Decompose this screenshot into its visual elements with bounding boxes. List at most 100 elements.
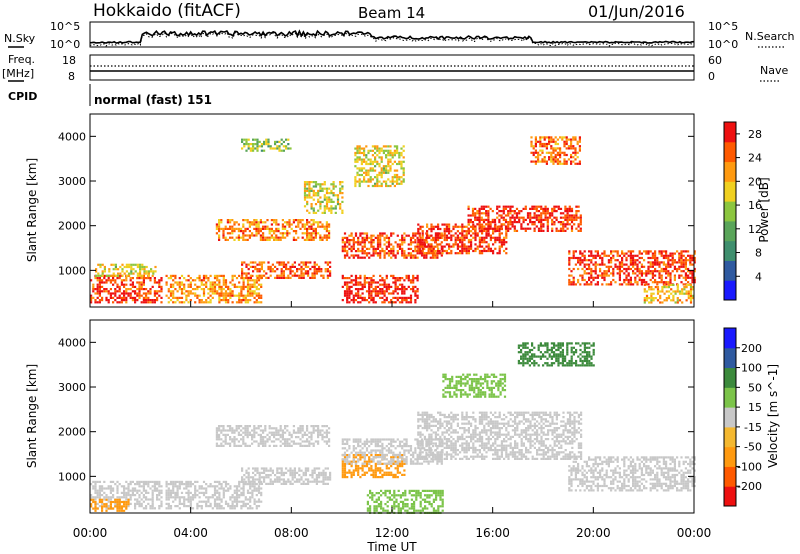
data-cell xyxy=(169,489,173,492)
data-cell xyxy=(328,207,331,210)
data-cell xyxy=(368,467,371,470)
n-sky-label: N.Sky xyxy=(4,32,36,45)
data-cell xyxy=(103,491,106,494)
data-cell xyxy=(254,474,257,477)
data-cell xyxy=(326,482,329,485)
data-cell xyxy=(307,480,310,483)
data-cell xyxy=(216,507,219,510)
data-cell xyxy=(275,223,278,226)
data-cell xyxy=(156,483,159,486)
data-cell xyxy=(348,288,351,291)
data-cell xyxy=(498,232,501,235)
data-cell xyxy=(467,229,470,232)
data-cell xyxy=(487,212,490,215)
data-cell xyxy=(426,234,429,237)
data-cell xyxy=(365,234,369,237)
data-cell xyxy=(400,165,403,168)
data-cell xyxy=(180,292,184,295)
data-cell xyxy=(350,285,353,288)
data-cell xyxy=(592,256,595,260)
data-cell xyxy=(361,469,364,472)
data-cell xyxy=(244,502,247,505)
data-cell xyxy=(461,238,464,242)
data-cell xyxy=(357,247,360,250)
data-cell xyxy=(96,507,99,510)
n-search-tick-bottom: 10^0 xyxy=(708,38,738,51)
data-cell xyxy=(500,232,503,235)
data-cell xyxy=(371,154,374,157)
data-cell xyxy=(310,238,313,241)
data-cell xyxy=(629,283,632,286)
data-cell xyxy=(693,261,696,264)
power-colorbar-label: Power [dB] xyxy=(757,177,771,242)
data-cell xyxy=(581,259,584,262)
data-cell xyxy=(492,252,495,255)
data-cell xyxy=(167,507,170,510)
data-cell xyxy=(156,487,159,490)
data-cell xyxy=(363,160,366,163)
data-cell xyxy=(577,210,580,213)
data-cell xyxy=(377,505,380,508)
data-cell xyxy=(238,281,241,284)
data-cell xyxy=(509,221,512,224)
data-cell xyxy=(601,256,604,260)
data-cell xyxy=(548,158,551,161)
data-cell xyxy=(258,270,261,273)
data-cell xyxy=(254,265,257,268)
data-cell xyxy=(461,225,464,228)
data-cell xyxy=(515,212,519,215)
data-cell xyxy=(138,496,141,499)
data-cell xyxy=(542,229,545,232)
data-cell xyxy=(167,489,170,492)
data-cell xyxy=(325,187,329,190)
data-cell xyxy=(382,165,385,168)
data-cell xyxy=(496,238,499,242)
data-cell xyxy=(403,299,406,302)
data-cell xyxy=(240,227,243,230)
data-cell xyxy=(376,285,380,288)
data-cell xyxy=(222,433,225,436)
data-cell xyxy=(405,301,408,304)
data-cell xyxy=(665,283,668,286)
data-cell xyxy=(252,471,255,474)
data-cell xyxy=(632,283,635,286)
data-cell xyxy=(382,180,385,183)
data-cell xyxy=(377,492,380,495)
data-cell xyxy=(180,281,184,284)
data-cell xyxy=(398,156,401,159)
data-cell xyxy=(605,254,608,257)
data-cell xyxy=(647,283,650,286)
data-cell xyxy=(463,245,466,248)
data-cell xyxy=(277,238,280,241)
data-cell xyxy=(610,265,613,268)
data-cell xyxy=(312,194,315,197)
data-cell xyxy=(400,151,403,155)
data-cell xyxy=(258,261,261,264)
data-cell xyxy=(354,292,358,295)
data-cell xyxy=(275,444,278,447)
data-cell xyxy=(151,301,154,304)
data-cell xyxy=(590,270,593,273)
data-cell xyxy=(246,219,249,222)
data-cell xyxy=(573,216,576,219)
data-cell xyxy=(131,277,134,280)
data-cell xyxy=(563,140,566,143)
data-cell xyxy=(378,180,381,183)
data-cell xyxy=(172,487,175,490)
data-cell xyxy=(574,263,577,266)
data-cell xyxy=(241,469,244,472)
data-cell xyxy=(220,292,223,295)
data-cell xyxy=(678,256,681,260)
data-cell xyxy=(330,189,333,192)
data-cell xyxy=(224,500,228,503)
data-cell xyxy=(658,263,661,266)
data-cell xyxy=(321,429,324,432)
data-cell xyxy=(577,278,580,282)
data-cell xyxy=(127,498,130,501)
data-cell xyxy=(476,223,479,226)
data-cell xyxy=(563,162,566,165)
data-cell xyxy=(534,149,537,152)
data-cell xyxy=(145,301,148,304)
data-cell xyxy=(302,263,305,266)
data-cell xyxy=(463,225,466,228)
